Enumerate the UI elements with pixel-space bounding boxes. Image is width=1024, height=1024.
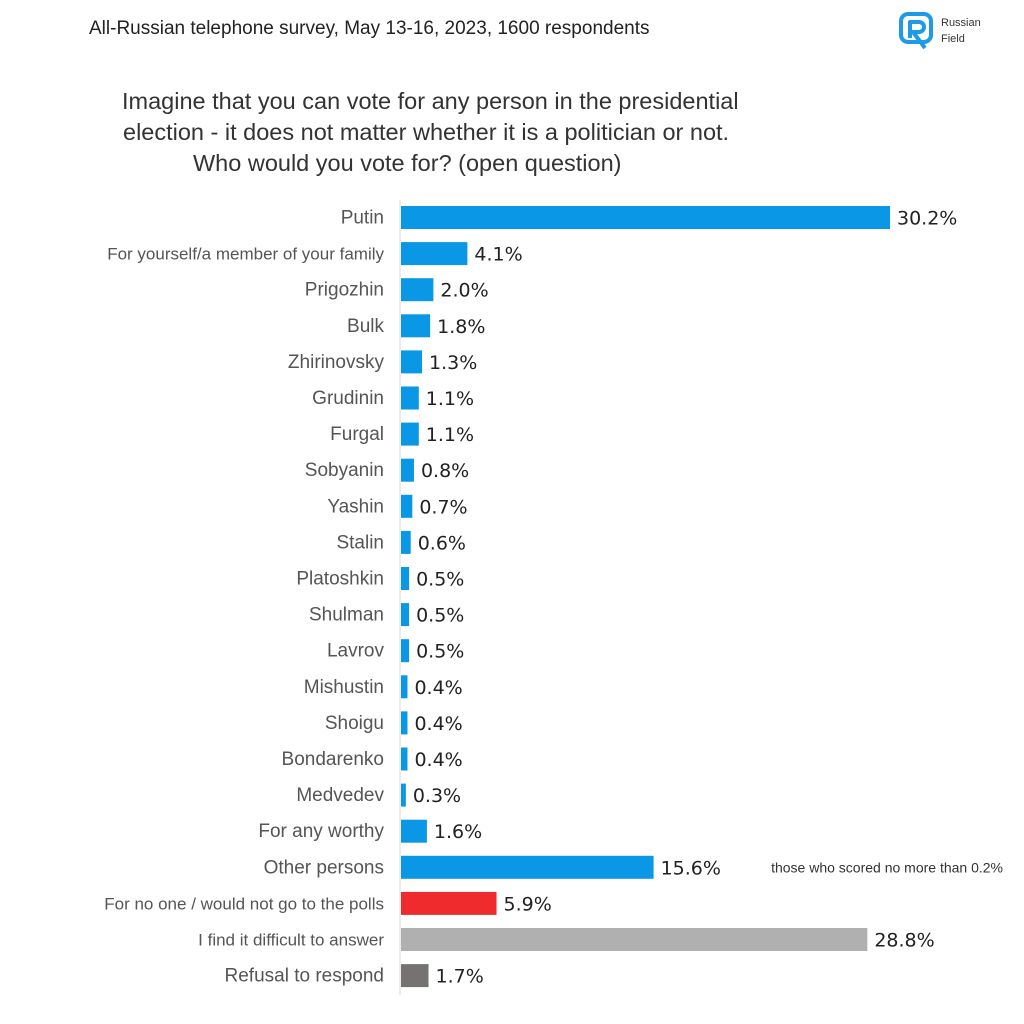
value-label: 0.8% xyxy=(421,460,469,482)
value-label: 5.9% xyxy=(504,893,552,915)
bar xyxy=(401,206,890,229)
bar xyxy=(401,891,497,915)
category-label: Furgal xyxy=(330,424,384,445)
value-label: 2.0% xyxy=(440,280,488,302)
value-label: 1.7% xyxy=(436,966,484,988)
category-label: I find it difficult to answer xyxy=(198,931,384,950)
bar xyxy=(401,350,423,374)
category-label: Prigozhin xyxy=(305,280,384,301)
value-label: 0.4% xyxy=(414,677,462,699)
category-label: For no one / would not go to the polls xyxy=(104,894,384,913)
bar xyxy=(401,675,408,699)
category-label: Platoshkin xyxy=(296,569,384,590)
bar xyxy=(401,783,406,807)
category-label: Mishustin xyxy=(304,677,384,698)
category-label: Stalin xyxy=(336,532,384,553)
category-label: Putin xyxy=(341,208,384,229)
category-label: Bulk xyxy=(347,316,384,337)
category-label: Bondarenko xyxy=(282,749,384,770)
bar xyxy=(401,747,408,771)
value-label: 0.3% xyxy=(413,785,461,807)
bar xyxy=(401,603,410,627)
russian-field-logo-icon xyxy=(899,12,933,50)
bar xyxy=(401,855,654,879)
category-label: Shoigu xyxy=(325,713,384,734)
value-label: 1.8% xyxy=(437,316,485,338)
question-line-2: election - it does not matter whether it… xyxy=(123,119,730,145)
category-label: Yashin xyxy=(327,496,384,517)
category-label: Lavrov xyxy=(327,641,385,662)
bar xyxy=(401,567,410,590)
value-label: 1.1% xyxy=(426,388,474,410)
bar xyxy=(401,242,468,266)
category-label: For yourself/a member of your family xyxy=(107,245,384,264)
value-label: 28.8% xyxy=(874,930,934,952)
category-label: Zhirinovsky xyxy=(288,352,385,373)
question-line-3: Who would you vote for? (open question) xyxy=(193,150,622,176)
category-label: Grudinin xyxy=(312,388,384,409)
bar xyxy=(401,711,408,735)
value-label: 0.4% xyxy=(414,713,462,735)
logo-text-russian: Russian xyxy=(941,17,981,29)
value-label: 0.4% xyxy=(414,749,462,771)
value-label: 1.3% xyxy=(429,352,477,374)
value-label: 30.2% xyxy=(897,208,957,230)
category-label: Refusal to respond xyxy=(225,966,385,987)
value-label: 0.6% xyxy=(418,532,466,554)
value-label: 0.7% xyxy=(419,496,467,518)
logo-text-field: Field xyxy=(941,33,965,45)
category-label: Shulman xyxy=(309,605,384,626)
value-label: 1.6% xyxy=(434,821,482,843)
bar xyxy=(401,819,427,843)
value-label: 0.5% xyxy=(416,641,464,663)
question-line-1: Imagine that you can vote for any person… xyxy=(122,88,739,114)
bar xyxy=(401,964,429,988)
value-label: 15.6% xyxy=(661,857,721,879)
value-label: 0.5% xyxy=(416,605,464,627)
annotation-label: those who scored no more than 0.2% xyxy=(771,859,1003,875)
category-label: Sobyanin xyxy=(305,460,384,481)
survey-info: All-Russian telephone survey, May 13-16,… xyxy=(89,18,650,39)
bar xyxy=(401,639,410,663)
value-label: 4.1% xyxy=(474,244,522,266)
bar xyxy=(401,422,419,446)
bar xyxy=(401,928,868,951)
bar xyxy=(401,458,414,482)
category-label: For any worthy xyxy=(258,821,384,842)
bar xyxy=(401,278,434,302)
value-label: 0.5% xyxy=(416,569,464,591)
bar xyxy=(401,494,413,518)
value-label: 1.1% xyxy=(426,424,474,446)
category-label: Other persons xyxy=(264,857,384,878)
bar xyxy=(401,314,431,338)
bar xyxy=(401,530,411,554)
category-label: Medvedev xyxy=(296,785,384,806)
russian-field-logo: Russian Field xyxy=(899,12,1009,54)
bar xyxy=(401,386,419,410)
